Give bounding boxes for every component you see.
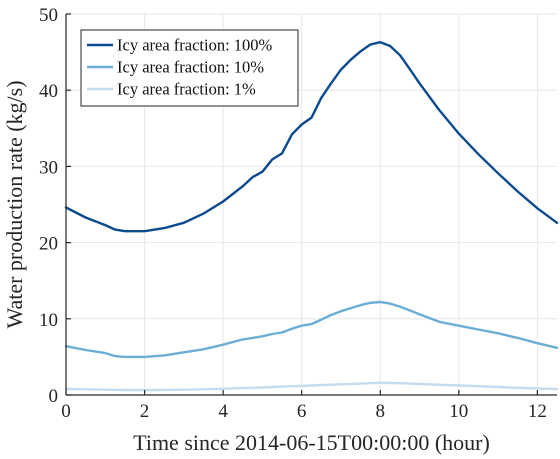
y-tick-label-5: 50: [39, 5, 58, 26]
series-lines: [64, 41, 559, 392]
x-tick-label-1: 2: [140, 401, 150, 422]
legend: Icy area fraction: 100% Icy area fraction…: [80, 29, 299, 107]
x-tick-label-3: 6: [297, 401, 307, 422]
series-line-2: [64, 381, 559, 392]
series-line-0: [64, 41, 559, 233]
y-tick-label-3: 30: [39, 157, 58, 178]
x-tick-label-2: 4: [218, 401, 228, 422]
axes: [65, 13, 557, 396]
y-tick-label-1: 10: [39, 310, 58, 331]
x-tick-label-5: 10: [449, 401, 468, 422]
series-line-1: [64, 300, 559, 359]
y-tick-label-4: 40: [39, 81, 58, 102]
legend-label-2: Icy area fraction: 1%: [117, 80, 256, 99]
tick-labels: 0 2 4 6 8 10 12 0 10 20 30 40 50: [39, 5, 547, 422]
y-axis-label: Water production rate (kg/s): [2, 80, 27, 328]
x-tick-label-4: 8: [375, 401, 385, 422]
y-tick-label-2: 20: [39, 234, 58, 255]
legend-label-0: Icy area fraction: 100%: [117, 36, 273, 55]
y-tick-label-0: 0: [49, 386, 59, 407]
x-tick-label-0: 0: [61, 401, 71, 422]
legend-box: [80, 29, 299, 107]
legend-label-1: Icy area fraction: 10%: [117, 58, 264, 77]
x-tick-label-6: 12: [528, 401, 547, 422]
x-axis-label: Time since 2014-06-15T00:00:00 (hour): [133, 430, 490, 455]
